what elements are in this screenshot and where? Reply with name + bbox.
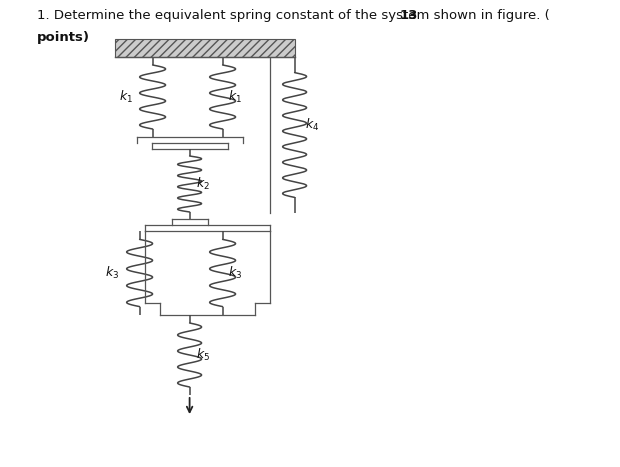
Text: $k_1$: $k_1$ [228,89,242,105]
Text: $k_3$: $k_3$ [105,265,120,281]
Text: $k_3$: $k_3$ [228,265,242,281]
Text: $k_5$: $k_5$ [195,347,210,363]
Text: $k_2$: $k_2$ [195,176,210,192]
Text: 1. Determine the equivalent spring constant of the system shown in figure. (: 1. Determine the equivalent spring const… [37,9,549,22]
Text: points): points) [37,31,90,44]
Text: $k_4$: $k_4$ [304,117,319,133]
Text: 13: 13 [400,9,418,22]
Bar [115,39,294,57]
Text: $k_1$: $k_1$ [118,89,133,105]
